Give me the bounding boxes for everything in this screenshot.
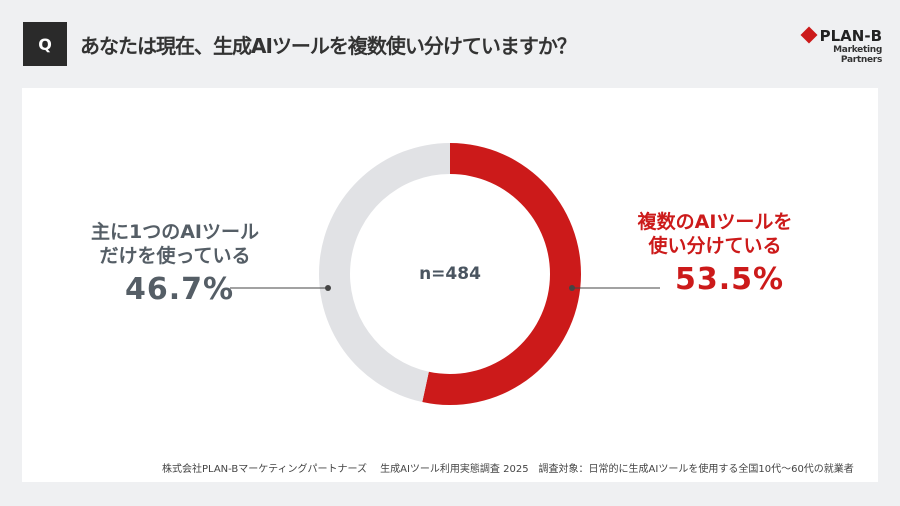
label-line: だけを使っている	[99, 245, 251, 267]
footer-note: 株式会社PLAN-Bマーケティングパートナーズ 生成AIツール利用実態調査 20…	[162, 464, 854, 475]
value-label: 46.7%	[125, 272, 235, 307]
center-label: n=484	[419, 264, 481, 284]
label-single-tool: 主に1つのAIツール だけを使っている 46.7%	[70, 220, 280, 307]
page-title: あなたは現在、生成AIツールを複数使い分けていますか？	[80, 34, 577, 58]
question-badge: Q	[23, 22, 67, 66]
label-multiple-tools: 複数のAIツールを 使い分けている 53.5%	[600, 210, 830, 297]
leader-dot	[569, 285, 575, 291]
donut-slice	[422, 143, 581, 405]
label-line: 主に1つのAIツール	[91, 221, 259, 243]
leader-dot	[325, 285, 331, 291]
label-line: 使い分けている	[648, 235, 782, 257]
logo: PLAN-B Marketing Partners	[790, 26, 882, 65]
value-label: 53.5%	[675, 262, 785, 297]
logo-sub: Marketing Partners	[833, 45, 882, 65]
label-line: 複数のAIツールを	[637, 211, 793, 233]
logo-main: PLAN-B	[819, 27, 882, 45]
donut-slice	[318, 143, 450, 403]
